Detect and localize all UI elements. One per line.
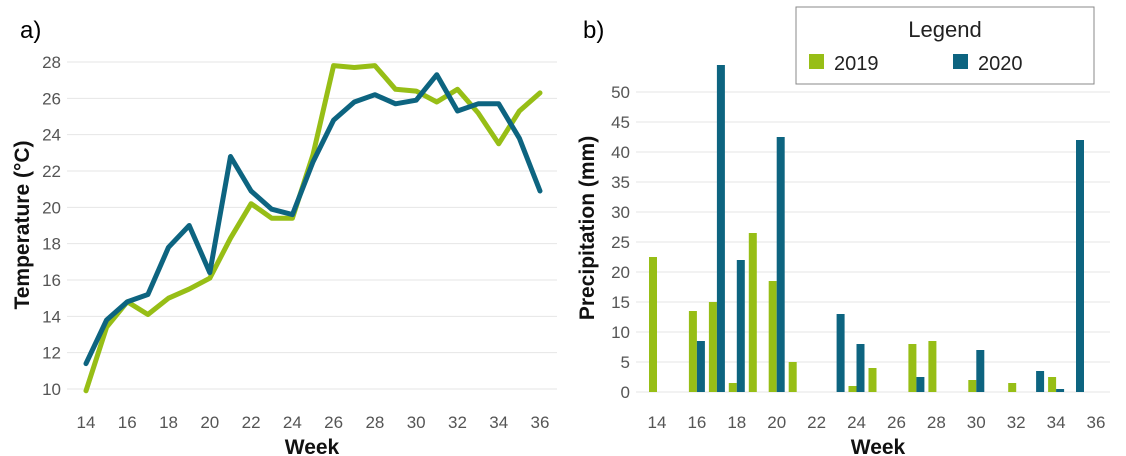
- precipitation-x-tick-label: 22: [807, 413, 826, 432]
- temperature-y-tick-label: 10: [42, 380, 61, 399]
- temperature-y-tick-label: 12: [42, 344, 61, 363]
- precipitation-x-tick-label: 16: [687, 413, 706, 432]
- temperature-y-tick-label: 26: [42, 89, 61, 108]
- legend-label-2020: 2020: [978, 53, 1023, 75]
- temperature-x-tick-label: 18: [159, 413, 178, 432]
- precipitation-y-tick-label: 10: [611, 323, 630, 342]
- precipitation-y-tick-label: 25: [611, 233, 630, 252]
- temperature-y-tick-label: 22: [42, 162, 61, 181]
- temperature-chart: a) 10 12 14 16 18 20 22 24 26 28 14 16 18 20 22 24 26 28…: [11, 17, 557, 456]
- precipitation-y-tick-label: 5: [621, 353, 630, 372]
- precipitation-x-axis-title: Week: [851, 436, 906, 456]
- precipitation-bar-2020-week-23: [836, 314, 845, 392]
- precipitation-bar-2020-week-27: [916, 377, 925, 392]
- temperature-y-tick-label: 14: [42, 307, 61, 326]
- precipitation-bar-2019-week-25: [868, 368, 877, 392]
- precipitation-bar-2019-week-28: [928, 341, 937, 392]
- precipitation-y-tick-label: 20: [611, 263, 630, 282]
- precipitation-x-tick-label: 24: [847, 413, 866, 432]
- temperature-x-tick-label: 32: [448, 413, 467, 432]
- precipitation-x-tick-label: 26: [887, 413, 906, 432]
- panel-label-a: a): [20, 17, 41, 44]
- panel-label-b: b): [583, 17, 604, 44]
- temperature-y-tick-label: 18: [42, 235, 61, 254]
- temperature-line-2020: [83, 72, 543, 367]
- precipitation-bar-2020-week-24: [856, 344, 865, 392]
- precipitation-chart: b) 0 5 10 15 20 25 30 35 40 45 50 14 16 18 20 22 24 26 28…: [576, 17, 1110, 456]
- precipitation-y-tick-label: 40: [611, 143, 630, 162]
- precipitation-bar-2019-week-19: [748, 233, 757, 392]
- temperature-x-tick-label: 24: [283, 413, 302, 432]
- temperature-x-tick-label: 30: [407, 413, 426, 432]
- precipitation-bar-2019-week-20: [768, 281, 777, 392]
- precipitation-bar-2019-week-17: [708, 302, 717, 392]
- precipitation-bar-2020-week-33: [1036, 371, 1045, 392]
- precipitation-x-tick-label: 30: [967, 413, 986, 432]
- precipitation-bar-2019-week-30: [968, 380, 977, 392]
- precipitation-bar-2020-week-16: [696, 341, 705, 392]
- precipitation-bar-2020-week-30: [976, 350, 985, 392]
- legend-swatch-2020: [953, 54, 968, 69]
- precipitation-bar-2019-week-14: [649, 257, 657, 392]
- precipitation-bar-2019-week-24: [848, 386, 857, 392]
- temperature-y-tick-label: 24: [42, 126, 61, 145]
- precipitation-bar-2019-week-18: [728, 383, 737, 392]
- precipitation-y-tick-label: 35: [611, 173, 630, 192]
- precipitation-y-axis-title: Precipitation (mm): [576, 136, 599, 320]
- precipitation-bar-2019-week-27: [908, 344, 917, 392]
- precipitation-bar-2020-week-20: [776, 137, 785, 392]
- temperature-x-tick-label: 28: [365, 413, 384, 432]
- precipitation-x-tick-label: 32: [1007, 413, 1026, 432]
- temperature-y-axis-title: Temperature (°C): [11, 140, 34, 309]
- temperature-x-axis-title: Week: [285, 436, 340, 456]
- temperature-y-tick-label: 20: [42, 198, 61, 217]
- precipitation-x-tick-label: 28: [927, 413, 946, 432]
- precipitation-bar-2020-week-35: [1076, 140, 1084, 392]
- temperature-y-tick-label: 28: [42, 53, 61, 72]
- temperature-x-tick-label: 22: [242, 413, 261, 432]
- temperature-x-tick-label: 26: [324, 413, 343, 432]
- legend-box: [795, 6, 1095, 85]
- precipitation-bar-2020-week-34: [1056, 389, 1065, 392]
- temperature-x-tick-label: 16: [118, 413, 137, 432]
- precipitation-x-tick-label: 34: [1047, 413, 1066, 432]
- precipitation-x-tick-label: 14: [648, 413, 667, 432]
- temperature-x-tick-label: 34: [489, 413, 508, 432]
- precipitation-y-tick-label: 45: [611, 113, 630, 132]
- precipitation-x-tick-label: 18: [727, 413, 746, 432]
- temperature-line-2019: [83, 63, 543, 394]
- precipitation-bar-2020-week-18: [736, 260, 745, 392]
- precipitation-bar-2020-week-17: [716, 65, 725, 392]
- precipitation-y-tick-label: 0: [621, 383, 630, 402]
- precipitation-bar-2019-week-16: [688, 311, 697, 392]
- temperature-x-tick-label: 36: [531, 413, 550, 432]
- precipitation-x-tick-label: 20: [767, 413, 786, 432]
- legend-swatch-2019: [809, 54, 824, 69]
- legend: Legend 2019 2020: [795, 6, 1095, 85]
- precipitation-y-tick-label: 30: [611, 203, 630, 222]
- precipitation-bar-2019-week-21: [788, 362, 797, 392]
- temperature-y-tick-label: 16: [42, 271, 61, 290]
- precipitation-bar-2019-week-32: [1008, 383, 1017, 392]
- precipitation-x-tick-label: 36: [1087, 413, 1106, 432]
- precipitation-bar-2019-week-34: [1048, 377, 1057, 392]
- temperature-x-tick-label: 20: [200, 413, 219, 432]
- legend-label-2019: 2019: [834, 53, 879, 75]
- temperature-x-tick-label: 14: [77, 413, 96, 432]
- legend-title: Legend: [908, 17, 981, 42]
- precipitation-y-tick-label: 15: [611, 293, 630, 312]
- precipitation-y-tick-label: 50: [611, 83, 630, 102]
